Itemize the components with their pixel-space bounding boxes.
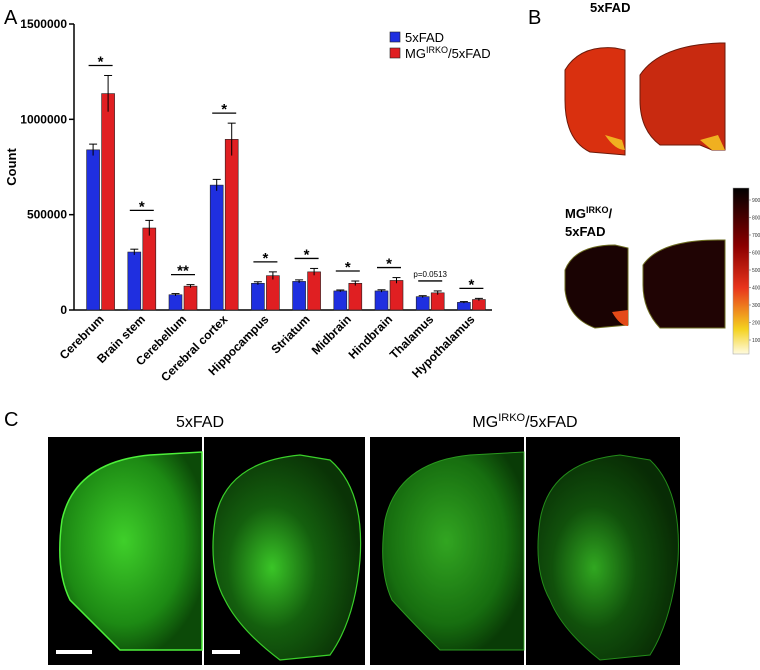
legend-text: IRKO — [426, 45, 448, 55]
bar — [292, 281, 306, 311]
significance-label: * — [304, 246, 310, 263]
bar — [266, 275, 280, 311]
bar — [333, 290, 348, 311]
significance-label: * — [221, 101, 227, 118]
significance-label: ** — [177, 263, 189, 280]
panel-b-title: 5xFAD — [590, 0, 630, 15]
x-tick-label: Striatum — [268, 312, 312, 356]
y-tick-label: 1500000 — [20, 17, 67, 31]
panel-b-title: MGIRKO/ — [565, 205, 612, 221]
y-axis-label: Count — [4, 148, 19, 186]
bar — [168, 294, 183, 311]
colorbar-tick-label: 7000 — [752, 233, 760, 239]
panel-c-title: MGIRKO/5xFAD — [472, 412, 577, 431]
significance-label: * — [139, 198, 145, 215]
colorbar-tick-label: 9000 — [752, 198, 760, 204]
y-tick-label: 500000 — [27, 208, 67, 222]
bar — [374, 290, 389, 311]
significance-label: * — [345, 259, 351, 276]
colorbar-tick-label: 6000 — [752, 251, 760, 257]
colorbar-tick-label: 4000 — [752, 286, 760, 292]
panel-b-title: 5xFAD — [565, 224, 605, 239]
bar — [415, 296, 430, 311]
microscopy-images — [48, 437, 680, 665]
significance-label: * — [262, 250, 268, 267]
legend-entry: 5xFAD — [405, 30, 444, 45]
bar — [224, 139, 239, 311]
colorbar-tick-label: 3000 — [752, 303, 760, 309]
y-tick-label: 0 — [60, 303, 67, 317]
panel-label: B — [528, 7, 541, 29]
bar — [307, 271, 321, 311]
bar — [101, 93, 115, 311]
panel-label: C — [4, 409, 18, 431]
significance-label: * — [468, 276, 474, 293]
bar — [389, 280, 404, 311]
significance-label: * — [386, 256, 392, 273]
significance-label: * — [98, 53, 104, 70]
bar — [430, 292, 445, 311]
bar — [472, 299, 486, 311]
bar — [209, 184, 224, 311]
legend-text: MG — [405, 46, 426, 61]
bar — [142, 227, 157, 311]
panel-label: A — [4, 7, 18, 29]
panel-c-title: 5xFAD — [176, 414, 224, 431]
legend-swatch — [389, 31, 401, 43]
colorbar-tick-label: 5000 — [752, 268, 760, 274]
colorbar-tick-label: 1000 — [752, 338, 760, 344]
bar — [348, 283, 363, 311]
colorbar-tick-label: 2000 — [752, 321, 760, 327]
legend-swatch — [389, 47, 401, 59]
colorbar — [732, 187, 750, 355]
bar — [251, 283, 265, 311]
legend-entry: MGIRKO/5xFAD — [405, 45, 491, 61]
legend-text: /5xFAD — [448, 46, 491, 61]
bar — [127, 251, 142, 311]
heatmap-brain — [564, 42, 726, 329]
bar — [183, 285, 198, 311]
legend-text: 5xFAD — [405, 30, 444, 45]
colorbar-tick-label: 8000 — [752, 216, 760, 222]
y-tick-label: 1000000 — [20, 112, 67, 126]
x-tick-label: Hindbrain — [346, 312, 395, 361]
bar — [86, 149, 100, 311]
bar — [457, 302, 471, 311]
significance-label: p=0.0513 — [413, 270, 447, 279]
